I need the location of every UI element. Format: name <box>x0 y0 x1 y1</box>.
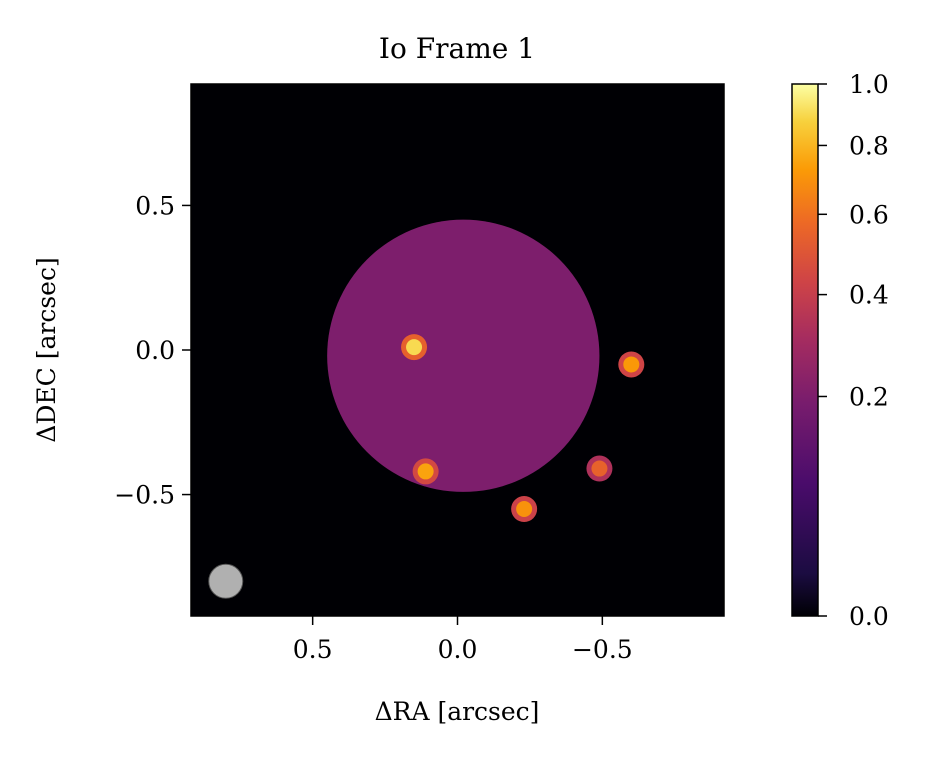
hotspot-3 <box>511 496 538 523</box>
hotspots <box>401 334 645 523</box>
colorbar-tick-label: 0.4 <box>849 281 889 310</box>
io-disk-body <box>327 219 600 492</box>
hotspot-5 <box>586 455 613 482</box>
hotspot-4 <box>618 351 645 378</box>
colorbar <box>791 83 819 617</box>
x-axis-ticks: 0.5 0.0 −0.5 <box>293 616 633 664</box>
io-disk <box>327 219 600 492</box>
x-tick-label: 0.0 <box>438 635 478 664</box>
beam-ellipse <box>208 563 244 599</box>
colorbar-tick-label: 0.0 <box>849 602 889 631</box>
colorbar-ticks: 0.0 0.2 0.4 0.6 0.8 1.0 <box>818 70 889 631</box>
plot-area <box>191 84 724 616</box>
y-tick-label: −0.5 <box>114 481 175 510</box>
y-tick-label: 0.0 <box>135 336 175 365</box>
x-axis-label: ΔRA [arcsec] <box>375 697 540 726</box>
y-axis-ticks: 0.5 0.0 −0.5 <box>114 191 191 510</box>
y-tick-label: 0.5 <box>135 191 175 220</box>
colorbar-tick-label: 0.6 <box>849 200 889 229</box>
colorbar-tick-label: 1.0 <box>849 70 889 99</box>
colorbar-tick-label: 0.2 <box>849 382 889 411</box>
chart-title: Io Frame 1 <box>379 32 535 65</box>
hotspot-1 <box>401 334 428 361</box>
hotspot-2 <box>412 458 439 485</box>
x-tick-label: 0.5 <box>293 635 333 664</box>
x-tick-label: −0.5 <box>572 635 633 664</box>
colorbar-tick-label: 0.8 <box>849 131 889 160</box>
y-axis-label: ΔDEC [arcsec] <box>32 257 61 442</box>
